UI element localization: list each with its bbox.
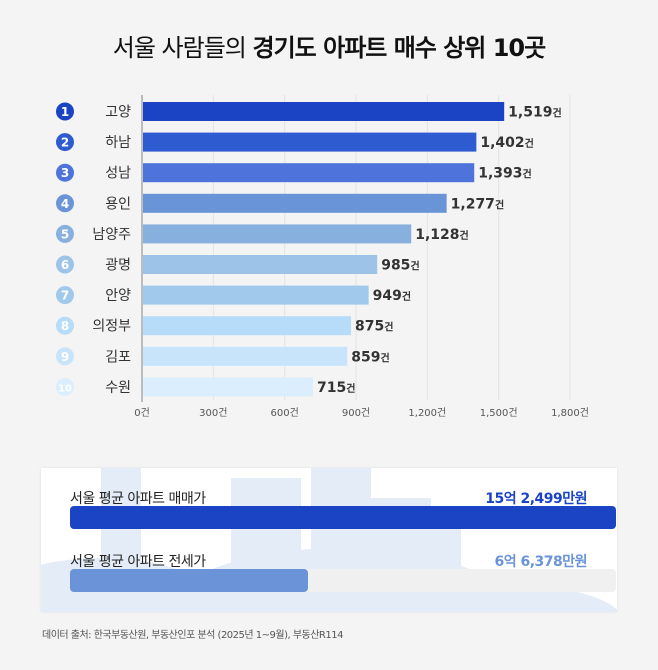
rank-badge: [56, 377, 74, 396]
rank-badge: [56, 194, 74, 213]
rank-badge: [56, 133, 74, 152]
sale-price-label: 서울 평균 아파트 매매가: [70, 491, 206, 507]
x-tick-label: 600건: [271, 407, 299, 419]
rank-number: 8: [61, 319, 69, 333]
unit-label: 건: [523, 168, 532, 181]
x-tick-label: 300건: [199, 407, 227, 419]
unit-label: 건: [525, 137, 534, 150]
rank-badge: [56, 286, 74, 305]
sale-price-bar-track: [70, 506, 616, 529]
rank-number: 4: [61, 197, 69, 211]
category-label: 고양: [105, 105, 131, 121]
bar: [143, 193, 447, 213]
bar: [143, 255, 378, 274]
unit-label: 건: [460, 229, 469, 242]
value-label: 875건: [355, 319, 393, 335]
rank-badge: [56, 255, 74, 274]
value-label: 1,128건: [415, 227, 469, 243]
category-label: 용인: [105, 196, 131, 212]
jeonse-price-bar: [70, 569, 308, 592]
unit-label: 건: [402, 290, 411, 303]
rank-number: 6: [61, 258, 69, 272]
category-label: 수원: [105, 380, 131, 396]
value-label: 1,519건: [508, 105, 562, 121]
rank-number: 7: [61, 289, 69, 303]
sale-price-bar: [70, 506, 616, 529]
data-source: 데이터 출처: 한국부동산원, 부동산인포 분석 (2025년 1~9월), 부…: [42, 630, 343, 641]
rank-number: 3: [61, 166, 69, 180]
category-label: 김포: [105, 349, 131, 365]
bar: [143, 163, 475, 183]
unit-label: 건: [495, 198, 504, 211]
category-label: 광명: [105, 258, 131, 274]
bar: [143, 132, 477, 152]
rank-badge: [56, 163, 74, 182]
unit-label: 건: [380, 351, 389, 364]
rank-number: 1: [61, 105, 69, 119]
category-label: 의정부: [92, 319, 131, 335]
value-label: 715건: [317, 380, 355, 396]
x-tick-label: 900건: [342, 407, 370, 419]
x-tick-label: 1,800건: [551, 407, 589, 419]
value-label: 1,402건: [480, 135, 534, 151]
unit-label: 건: [346, 382, 355, 395]
bar: [143, 285, 369, 305]
sale-price-value: 15억 2,499만원: [485, 491, 587, 507]
category-label: 성남: [105, 166, 131, 182]
jeonse-price-value: 6억 6,378만원: [494, 554, 587, 570]
value-label: 859건: [351, 349, 389, 365]
rank-number: 10: [58, 383, 72, 394]
category-label: 안양: [105, 288, 131, 304]
category-label: 남양주: [92, 227, 131, 243]
bar: [143, 224, 412, 244]
rank-badge: [56, 347, 74, 366]
unit-label: 건: [384, 321, 393, 334]
x-tick-label: 1,200건: [408, 407, 446, 419]
bar: [143, 377, 314, 397]
x-tick-label: 0건: [134, 407, 150, 419]
rank-number: 9: [61, 350, 69, 364]
rank-badge: [56, 224, 74, 243]
bar: [143, 316, 352, 336]
x-tick-label: 1,500건: [480, 407, 518, 419]
value-label: 1,393건: [478, 166, 532, 182]
rank-badge: [56, 102, 74, 121]
summary-card: 서울 평균 아파트 매매가 15억 2,499만원 서울 평균 아파트 전세가 …: [41, 468, 617, 612]
bar: [143, 102, 505, 121]
jeonse-price-bar-track: [70, 569, 616, 592]
unit-label: 건: [410, 260, 419, 273]
bar-chart: 0건 300건 600건 900건 1,200건 1,500건 1,800건 1 고양 1,519…: [56, 95, 589, 419]
chart-title: 서울 사람들의 경기도 아파트 매수 상위 10곳: [112, 34, 546, 62]
value-label: 985건: [381, 258, 419, 274]
unit-label: 건: [552, 107, 561, 120]
rank-badge: [56, 316, 74, 335]
rank-number: 5: [61, 227, 69, 241]
category-label: 하남: [105, 135, 131, 151]
jeonse-price-label: 서울 평균 아파트 전세가: [70, 554, 206, 570]
rank-number: 2: [61, 136, 69, 150]
bar: [143, 346, 348, 366]
value-label: 1,277건: [451, 196, 505, 212]
value-label: 949건: [373, 288, 411, 304]
